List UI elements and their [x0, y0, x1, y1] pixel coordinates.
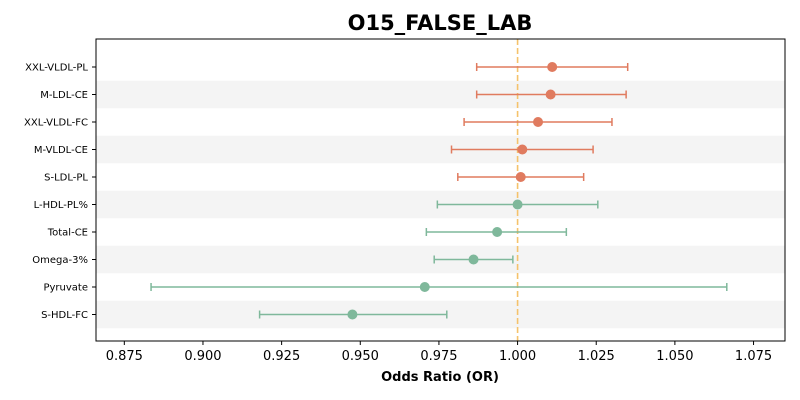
point-estimate — [347, 309, 358, 320]
x-tick-label: 0.875 — [106, 349, 143, 364]
row-band — [96, 135, 785, 164]
chart-title: O15_FALSE_LAB — [348, 11, 533, 35]
y-tick-label: S-HDL-FC — [41, 310, 88, 321]
row-band — [96, 80, 785, 109]
y-tick-label: M-LDL-CE — [40, 90, 88, 101]
forest-row — [150, 282, 728, 292]
x-tick-label: 0.925 — [263, 349, 300, 364]
x-tick-label: 0.950 — [342, 349, 379, 364]
y-tick-label: XXL-VLDL-FC — [24, 118, 88, 129]
forest-row — [436, 199, 599, 210]
point-estimate — [533, 117, 544, 127]
forest-row — [475, 89, 627, 100]
y-tick-label: Pyruvate — [43, 283, 88, 294]
y-tick-label: M-VLDL-CE — [34, 145, 88, 156]
forest-row — [450, 144, 594, 155]
forest-row — [475, 62, 629, 72]
y-axis: XXL-VLDL-PL M-LDL-CE XXL-VLDL-FC M-VLDL-CE S… — [24, 63, 96, 321]
point-estimate — [547, 62, 558, 72]
y-tick-label: Omega-3% — [32, 255, 88, 266]
y-tick-label: XXL-VLDL-PL — [25, 63, 88, 74]
forest-row — [258, 309, 448, 320]
point-estimate — [419, 282, 430, 292]
point-estimate — [512, 199, 523, 210]
y-tick-label: Total-CE — [47, 228, 88, 239]
point-estimate — [468, 254, 479, 265]
point-estimate — [492, 227, 503, 237]
data-marks — [150, 62, 728, 320]
forest-row — [463, 117, 613, 127]
point-estimate — [517, 144, 528, 155]
x-tick-label: 1.050 — [656, 349, 693, 364]
forest-row — [457, 172, 585, 182]
y-tick-label: L-HDL-PL% — [34, 200, 88, 211]
x-axis: 0.875 0.900 0.925 0.950 0.975 1.000 1.025 1.050… — [106, 341, 772, 364]
point-estimate — [515, 172, 526, 182]
y-tick-label: S-LDL-PL — [44, 173, 88, 184]
forest-row — [433, 254, 514, 265]
x-tick-label: 1.025 — [578, 349, 615, 364]
x-axis-label: Odds Ratio (OR) — [381, 370, 499, 385]
x-tick-label: 0.975 — [420, 349, 457, 364]
x-tick-label: 1.075 — [735, 349, 772, 364]
x-tick-label: 0.900 — [184, 349, 221, 364]
forest-row — [425, 227, 568, 237]
x-tick-label: 1.000 — [499, 349, 536, 364]
plot-frame — [95, 38, 786, 342]
point-estimate — [545, 89, 556, 100]
